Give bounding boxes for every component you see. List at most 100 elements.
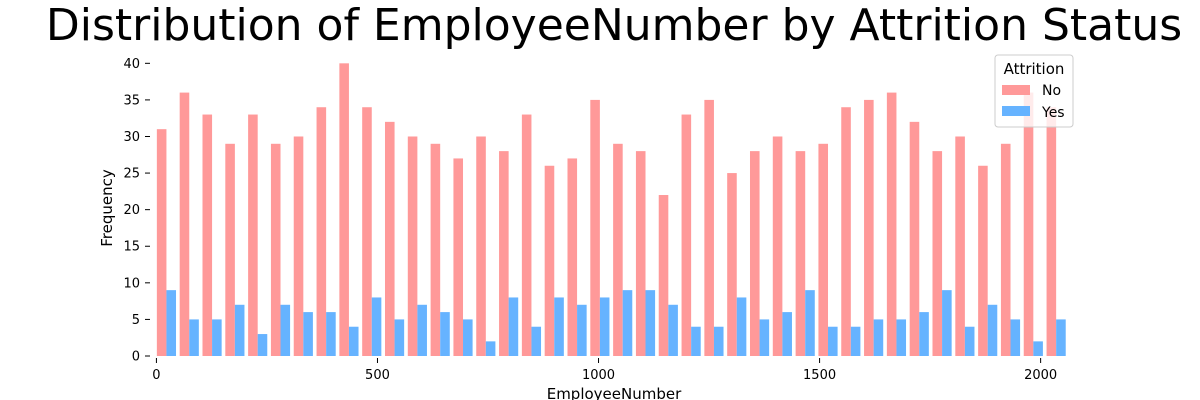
bar-yes-34 bbox=[942, 290, 952, 356]
y-tick-label: 30 bbox=[123, 130, 140, 145]
legend-swatch-yes bbox=[1002, 106, 1030, 116]
bar-yes-29 bbox=[828, 326, 838, 356]
bar-no-33 bbox=[909, 121, 920, 356]
bar-no-38 bbox=[1023, 92, 1034, 356]
bar-yes-11 bbox=[417, 304, 427, 356]
y-tick-label: 10 bbox=[123, 276, 140, 291]
bar-no-25 bbox=[727, 173, 737, 356]
bar-yes-9 bbox=[371, 297, 382, 356]
x-axis: 0 500 1000 1500 2000 bbox=[152, 358, 1057, 383]
bar-yes-23 bbox=[691, 326, 701, 356]
y-tick-label: 0 bbox=[132, 350, 140, 365]
bar-no-36 bbox=[978, 165, 988, 356]
bar-yes-37 bbox=[1010, 319, 1021, 356]
bar-no-21 bbox=[635, 151, 646, 356]
bar-no-4 bbox=[248, 114, 258, 356]
bar-yes-15 bbox=[508, 297, 519, 356]
bar-no-2 bbox=[202, 114, 213, 356]
legend-title: Attrition bbox=[1004, 60, 1065, 78]
bar-yes-33 bbox=[919, 312, 929, 356]
bar-yes-31 bbox=[873, 319, 884, 356]
bar-no-31 bbox=[864, 99, 874, 357]
bar-no-37 bbox=[1000, 143, 1011, 356]
x-tick-label: 1500 bbox=[803, 368, 836, 383]
bar-no-23 bbox=[681, 114, 692, 356]
bar-yes-18 bbox=[577, 304, 587, 356]
bar-yes-39 bbox=[1056, 319, 1066, 356]
bar-yes-19 bbox=[599, 297, 610, 356]
x-tick-label: 1000 bbox=[582, 368, 615, 383]
chart-title: Distribution of EmployeeNumber by Attrit… bbox=[46, 0, 1182, 51]
x-tick-label: 0 bbox=[152, 368, 160, 383]
bar-yes-2 bbox=[212, 319, 222, 356]
bar-no-32 bbox=[886, 92, 897, 356]
y-axis: 0 5 10 15 20 25 30 35 40 bbox=[123, 57, 150, 365]
bar-no-18 bbox=[567, 158, 578, 356]
y-tick-label: 35 bbox=[123, 93, 140, 108]
bar-no-7 bbox=[316, 107, 327, 356]
y-tick-label: 25 bbox=[123, 167, 140, 182]
bar-yes-28 bbox=[805, 290, 815, 356]
bar-no-15 bbox=[499, 151, 509, 356]
bar-no-8 bbox=[339, 63, 349, 356]
bar-no-3 bbox=[225, 143, 235, 356]
bar-no-35 bbox=[955, 136, 965, 356]
bar-no-5 bbox=[270, 143, 281, 356]
x-tick-label: 2000 bbox=[1024, 368, 1057, 383]
bar-yes-3 bbox=[234, 304, 245, 356]
y-tick-label: 20 bbox=[123, 203, 140, 218]
bar-no-30 bbox=[841, 107, 851, 356]
bar-no-0 bbox=[156, 129, 167, 356]
bar-yes-32 bbox=[896, 319, 907, 356]
bar-yes-22 bbox=[668, 304, 678, 356]
bar-yes-8 bbox=[348, 326, 359, 356]
bar-yes-6 bbox=[303, 312, 313, 356]
y-tick-label: 15 bbox=[123, 240, 140, 255]
bar-no-34 bbox=[932, 151, 943, 356]
bar-yes-1 bbox=[189, 319, 199, 356]
bar-no-28 bbox=[795, 151, 806, 356]
bar-yes-21 bbox=[645, 290, 656, 356]
bar-yes-26 bbox=[759, 319, 770, 356]
bar-no-16 bbox=[521, 114, 532, 356]
bar-yes-12 bbox=[440, 312, 450, 356]
bar-no-27 bbox=[772, 136, 783, 356]
bar-yes-4 bbox=[257, 334, 268, 356]
bar-yes-30 bbox=[850, 326, 861, 356]
bar-yes-17 bbox=[554, 297, 564, 356]
bar-no-1 bbox=[179, 92, 190, 356]
bar-no-12 bbox=[430, 143, 441, 356]
legend-label-yes: Yes bbox=[1041, 105, 1065, 121]
bar-yes-7 bbox=[326, 312, 336, 356]
bar-yes-20 bbox=[622, 290, 633, 356]
bar-no-26 bbox=[749, 151, 760, 356]
bar-yes-38 bbox=[1033, 341, 1043, 356]
bar-yes-25 bbox=[736, 297, 747, 356]
bar-no-24 bbox=[704, 99, 714, 357]
bar-no-11 bbox=[407, 136, 418, 356]
bar-no-20 bbox=[613, 143, 623, 356]
bar-yes-36 bbox=[987, 304, 998, 356]
bar-no-10 bbox=[384, 121, 395, 356]
bar-no-29 bbox=[818, 143, 829, 356]
bar-yes-14 bbox=[485, 341, 496, 356]
bar-yes-24 bbox=[713, 326, 724, 356]
bar-yes-5 bbox=[280, 304, 291, 356]
bar-no-19 bbox=[590, 99, 600, 357]
bar-no-13 bbox=[453, 158, 464, 356]
bar-no-22 bbox=[658, 195, 669, 356]
x-tick-label: 500 bbox=[365, 368, 390, 383]
bar-no-6 bbox=[293, 136, 304, 356]
bar-no-39 bbox=[1046, 107, 1057, 356]
y-axis-label: Frequency bbox=[98, 169, 116, 247]
bar-yes-10 bbox=[394, 319, 405, 356]
bar-yes-27 bbox=[782, 312, 792, 356]
x-axis-label: EmployeeNumber bbox=[547, 385, 682, 400]
bar-no-17 bbox=[544, 165, 555, 356]
bars-group bbox=[156, 63, 1066, 357]
bar-yes-35 bbox=[964, 326, 975, 356]
legend: Attrition No Yes bbox=[994, 54, 1074, 128]
legend-label-no: No bbox=[1042, 83, 1061, 99]
bar-yes-0 bbox=[166, 290, 177, 356]
